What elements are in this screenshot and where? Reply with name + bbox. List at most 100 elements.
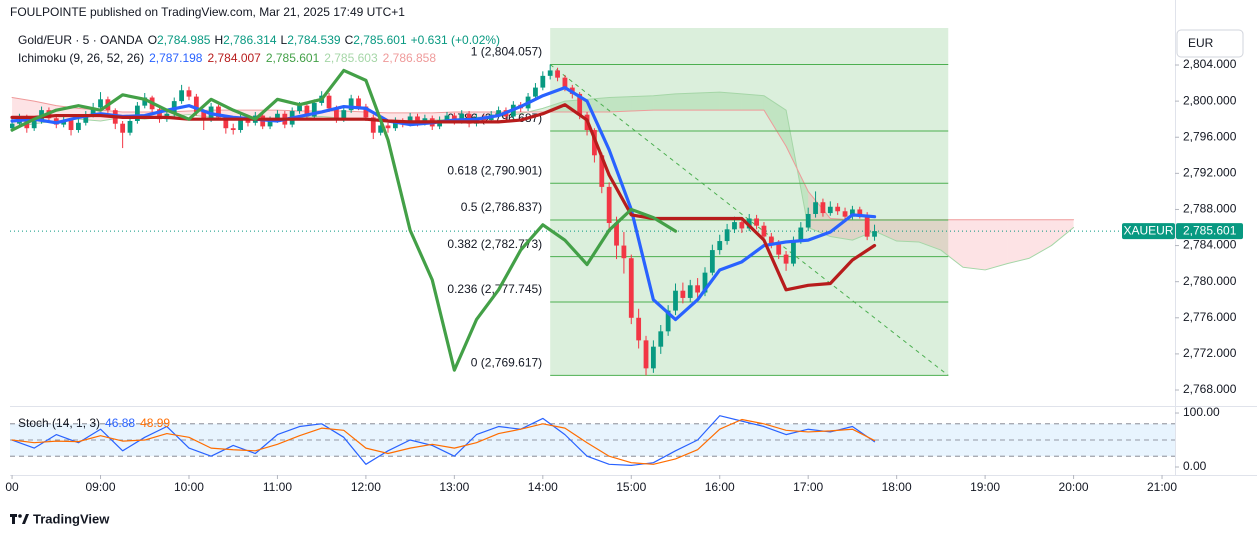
indicator-value: 2,786.858 — [383, 51, 437, 65]
indicator-value: 2,785.603 — [324, 51, 378, 65]
candle-body — [599, 155, 605, 187]
stoch-legend: Stoch (14, 1, 3) 46.88 48.99 — [18, 416, 170, 430]
y-tick-label: 2,788.000 — [1183, 202, 1237, 216]
cloud-segment — [631, 95, 654, 112]
candle-body — [783, 254, 789, 264]
cloud-segment — [697, 92, 720, 111]
candle-body — [533, 87, 538, 97]
candle-body — [451, 115, 457, 121]
stoch-value: 48.99 — [140, 416, 170, 430]
cloud-segment — [741, 93, 764, 111]
candle-body — [392, 120, 398, 129]
candle-body — [90, 107, 96, 115]
cloud-segment — [896, 219, 919, 242]
price-pane: 1 (2,804.057)0.786 (2,796.687)0.618 (2,7… — [10, 45, 877, 376]
cloud-segment — [918, 219, 941, 251]
price-tag: 2,785.601 — [1183, 223, 1237, 237]
candle-body — [134, 105, 140, 121]
candle-body — [201, 111, 207, 120]
x-tick-label: 14:00 — [528, 480, 558, 494]
candle-body — [127, 120, 133, 133]
x-tick-label: 11:00 — [263, 480, 292, 494]
y-tick-label: 2,796.000 — [1183, 129, 1237, 143]
ohlc-key: H — [214, 33, 223, 47]
ohlc-value: 2,786.314 — [223, 33, 277, 47]
x-tick-label: 13:00 — [439, 480, 469, 494]
symbol: Gold/EUR · 5 · OANDA — [18, 33, 143, 47]
candle-body — [326, 95, 332, 109]
cloud-segment — [985, 219, 1008, 270]
fib-label: 0.5 (2,786.837) — [461, 200, 542, 214]
candle-body — [791, 241, 796, 264]
candle-body — [120, 123, 126, 133]
candle-body — [813, 202, 818, 214]
candle-body — [363, 106, 369, 118]
candle-body — [842, 211, 848, 217]
candle-body — [827, 206, 833, 214]
candle-body — [739, 222, 745, 229]
candle-body — [378, 125, 384, 133]
candle-body — [717, 241, 723, 251]
x-tick-label: 10:00 — [174, 480, 204, 494]
cloud-segment — [1007, 219, 1030, 264]
y-tick-label: 2,792.000 — [1183, 166, 1237, 180]
cloud-segment — [962, 219, 986, 270]
logo-icon — [22, 514, 29, 524]
cloud-segment — [587, 97, 610, 112]
candle-body — [650, 346, 656, 369]
x-tick-label: 19:00 — [970, 480, 1000, 494]
x-tick-label: 09:00 — [86, 480, 116, 494]
price-tag-box — [1176, 223, 1243, 240]
candle-body — [687, 285, 693, 298]
fib-label: 0 (2,769.617) — [471, 356, 542, 370]
stoch-line — [11, 415, 876, 466]
candle-body — [606, 186, 612, 223]
candle-body — [761, 225, 767, 237]
indicator-title: Ichimoku (9, 26, 52, 26) — [18, 51, 144, 65]
candle-body — [680, 290, 686, 298]
candle-body — [658, 331, 664, 347]
candle-body — [83, 114, 89, 123]
stoch-line — [11, 418, 876, 465]
candle-body — [407, 116, 413, 124]
indicator-legend: Ichimoku (9, 26, 52, 26) 2,787.198 2,784.0… — [18, 51, 436, 65]
x-tick-label: 21:00 — [1147, 480, 1177, 494]
stoch-band — [10, 423, 1175, 457]
candle-body — [835, 206, 841, 212]
currency-box[interactable] — [1176, 29, 1244, 58]
candle-body — [864, 214, 870, 237]
fib-label: 0.236 (2,777.745) — [447, 282, 542, 296]
candle-body — [186, 90, 192, 97]
candle-body — [798, 227, 804, 242]
candle-body — [776, 243, 782, 255]
ohlc-key: O — [148, 33, 157, 47]
ichimoku-line — [10, 103, 877, 292]
candle-body — [621, 245, 627, 259]
cloud-segment — [763, 95, 787, 147]
candle-body — [614, 223, 619, 246]
cloud-span-a — [11, 91, 1075, 271]
y-tick-label: 2,780.000 — [1183, 274, 1237, 288]
candle-body — [304, 105, 310, 117]
cloud-segment — [874, 219, 897, 242]
candle-body — [31, 120, 37, 129]
candle-body — [10, 123, 15, 129]
candle-body — [636, 317, 642, 341]
fib-label: 0.618 (2,790.901) — [447, 163, 542, 177]
x-tick-label: 00 — [5, 480, 19, 494]
logo-icon — [18, 514, 22, 518]
candle-body — [643, 340, 649, 369]
candle-body — [555, 70, 560, 78]
currency[interactable]: EUR — [1188, 36, 1214, 50]
stoch-value: 46.88 — [105, 416, 135, 430]
y-tick-label: 2,804.000 — [1183, 57, 1237, 71]
x-tick-label: 18:00 — [882, 480, 912, 494]
candle-body — [334, 108, 339, 120]
ohlc-value: 2,785.601 — [353, 33, 407, 47]
candle-body — [872, 231, 877, 237]
candle-body — [230, 128, 236, 131]
candle-body — [547, 70, 553, 76]
x-tick-label: 20:00 — [1059, 480, 1089, 494]
candle-body — [850, 209, 855, 217]
